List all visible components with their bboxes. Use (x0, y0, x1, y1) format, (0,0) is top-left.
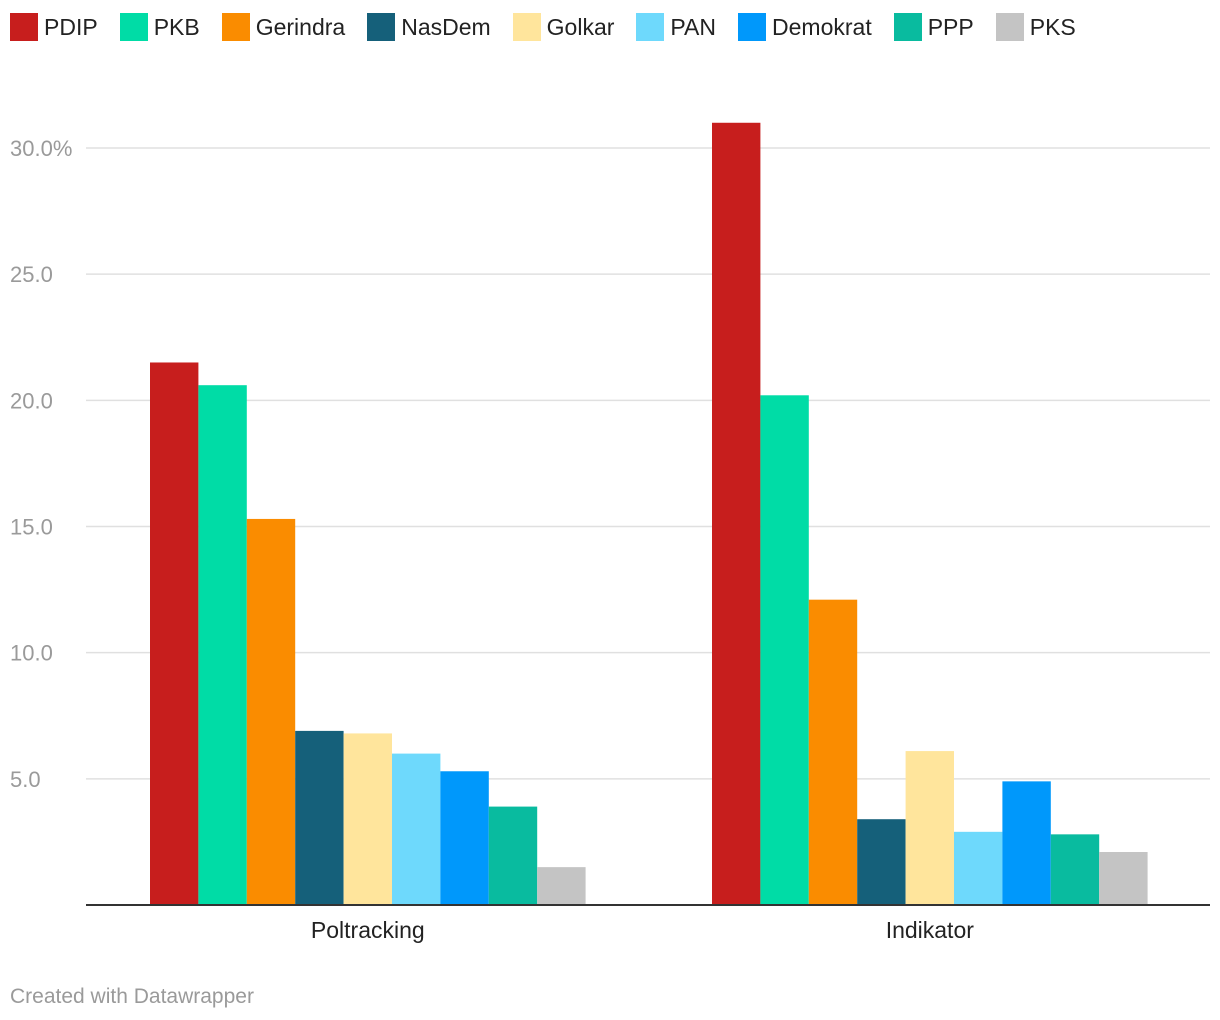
bar (712, 122, 761, 906)
legend-label: PPP (927, 13, 974, 40)
bar (295, 730, 344, 905)
chart-legend: PDIP PKB Gerindra NasDem Golkar PAN Demokrat PP… (10, 13, 1098, 41)
legend-label: Demokrat (772, 13, 872, 40)
legend-label: PKB (153, 13, 200, 40)
y-tick-label: 10.0 (10, 641, 53, 666)
legend-item: Gerindra (221, 13, 346, 41)
bar (488, 806, 538, 905)
y-tick-label: 5.0 (10, 767, 41, 792)
legend-label: Gerindra (255, 13, 346, 40)
bar (246, 518, 296, 905)
legend-item: Demokrat (738, 13, 872, 41)
legend-label: PDIP (44, 13, 98, 40)
legend-item: PPP (893, 13, 974, 41)
legend-label: NasDem (401, 13, 491, 40)
y-tick-label: 20.0 (10, 388, 53, 413)
legend-label: PKS (1029, 13, 1076, 40)
y-tick-label: 30.0% (10, 136, 72, 161)
bar (537, 867, 586, 905)
bar (343, 733, 392, 905)
legend-swatch (738, 13, 767, 41)
bar (392, 753, 441, 905)
bar (1099, 852, 1148, 905)
footer-credit: Created with Datawrapper (10, 985, 254, 1008)
legend-item: PDIP (10, 13, 98, 41)
bar (198, 385, 247, 905)
x-tick-label: Poltracking (311, 917, 425, 943)
legend-swatch (636, 13, 665, 41)
bar (857, 819, 906, 905)
legend-label: PAN (670, 13, 717, 40)
legend-item: PAN (636, 13, 716, 41)
legend-swatch (119, 13, 148, 41)
y-tick-label: 15.0 (10, 515, 53, 540)
legend-swatch (367, 13, 396, 41)
bar (954, 831, 1003, 905)
legend-item: PKB (119, 13, 200, 41)
bar (150, 362, 199, 905)
bar (808, 599, 858, 905)
legend-swatch (995, 13, 1024, 41)
x-tick-label: Indikator (886, 917, 975, 943)
bar (1002, 781, 1051, 905)
legend-swatch (221, 13, 250, 41)
legend-swatch (893, 13, 922, 41)
bar (440, 771, 489, 905)
legend-item: PKS (995, 13, 1076, 41)
bar (760, 395, 809, 905)
legend-item: NasDem (367, 13, 491, 41)
legend-swatch (10, 13, 38, 41)
legend-swatch (512, 13, 541, 41)
bar (1050, 834, 1100, 905)
legend-label: Golkar (546, 13, 615, 40)
legend-item: Golkar (512, 13, 615, 41)
bar (905, 751, 954, 905)
y-tick-label: 25.0 (10, 262, 53, 287)
